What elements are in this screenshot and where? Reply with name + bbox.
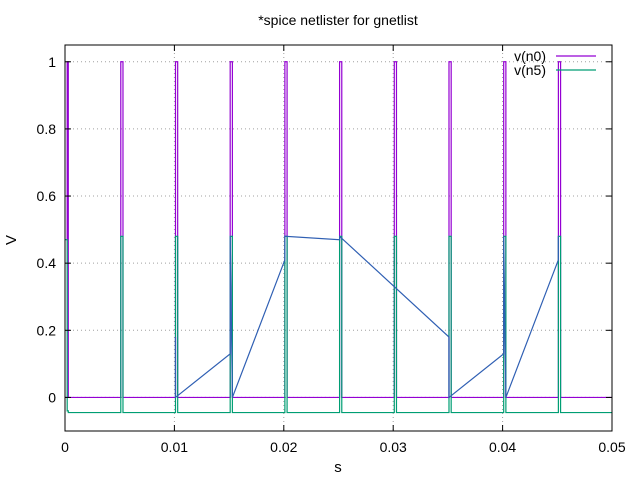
x-tick-label: 0.04 — [489, 439, 516, 455]
series-line-1 — [65, 61, 612, 399]
x-tick-label: 0 — [61, 439, 69, 455]
axis-ticks: 0 0.2 0.4 0.6 0.8 1 0 0.01 0.02 0.03 0.04 0.05 — [37, 45, 626, 455]
legend-label: v(n0) — [514, 48, 546, 64]
x-tick-label: 0.01 — [161, 439, 188, 455]
series-line-3 — [174, 234, 559, 399]
grid — [65, 45, 612, 431]
y-tick-label: 0.4 — [37, 255, 57, 271]
chart-title: *spice netlister for gnetlist — [258, 12, 418, 28]
y-tick-label: 0.8 — [37, 121, 57, 137]
x-tick-label: 0.05 — [598, 439, 625, 455]
legend-label: v(n5) — [514, 62, 546, 78]
series-lines — [65, 61, 612, 414]
y-tick-label: 0.6 — [37, 188, 57, 204]
x-tick-label: 0.03 — [380, 439, 407, 455]
x-tick-label: 0.02 — [270, 439, 297, 455]
plot-frame — [64, 44, 613, 432]
x-axis-label: s — [334, 459, 342, 476]
y-tick-label: 0.2 — [37, 322, 57, 338]
y-axis-label: V — [3, 235, 20, 245]
y-tick-label: 1 — [48, 54, 56, 70]
legend: v(n0)v(n5) — [514, 48, 596, 78]
y-tick-label: 0 — [48, 389, 56, 405]
